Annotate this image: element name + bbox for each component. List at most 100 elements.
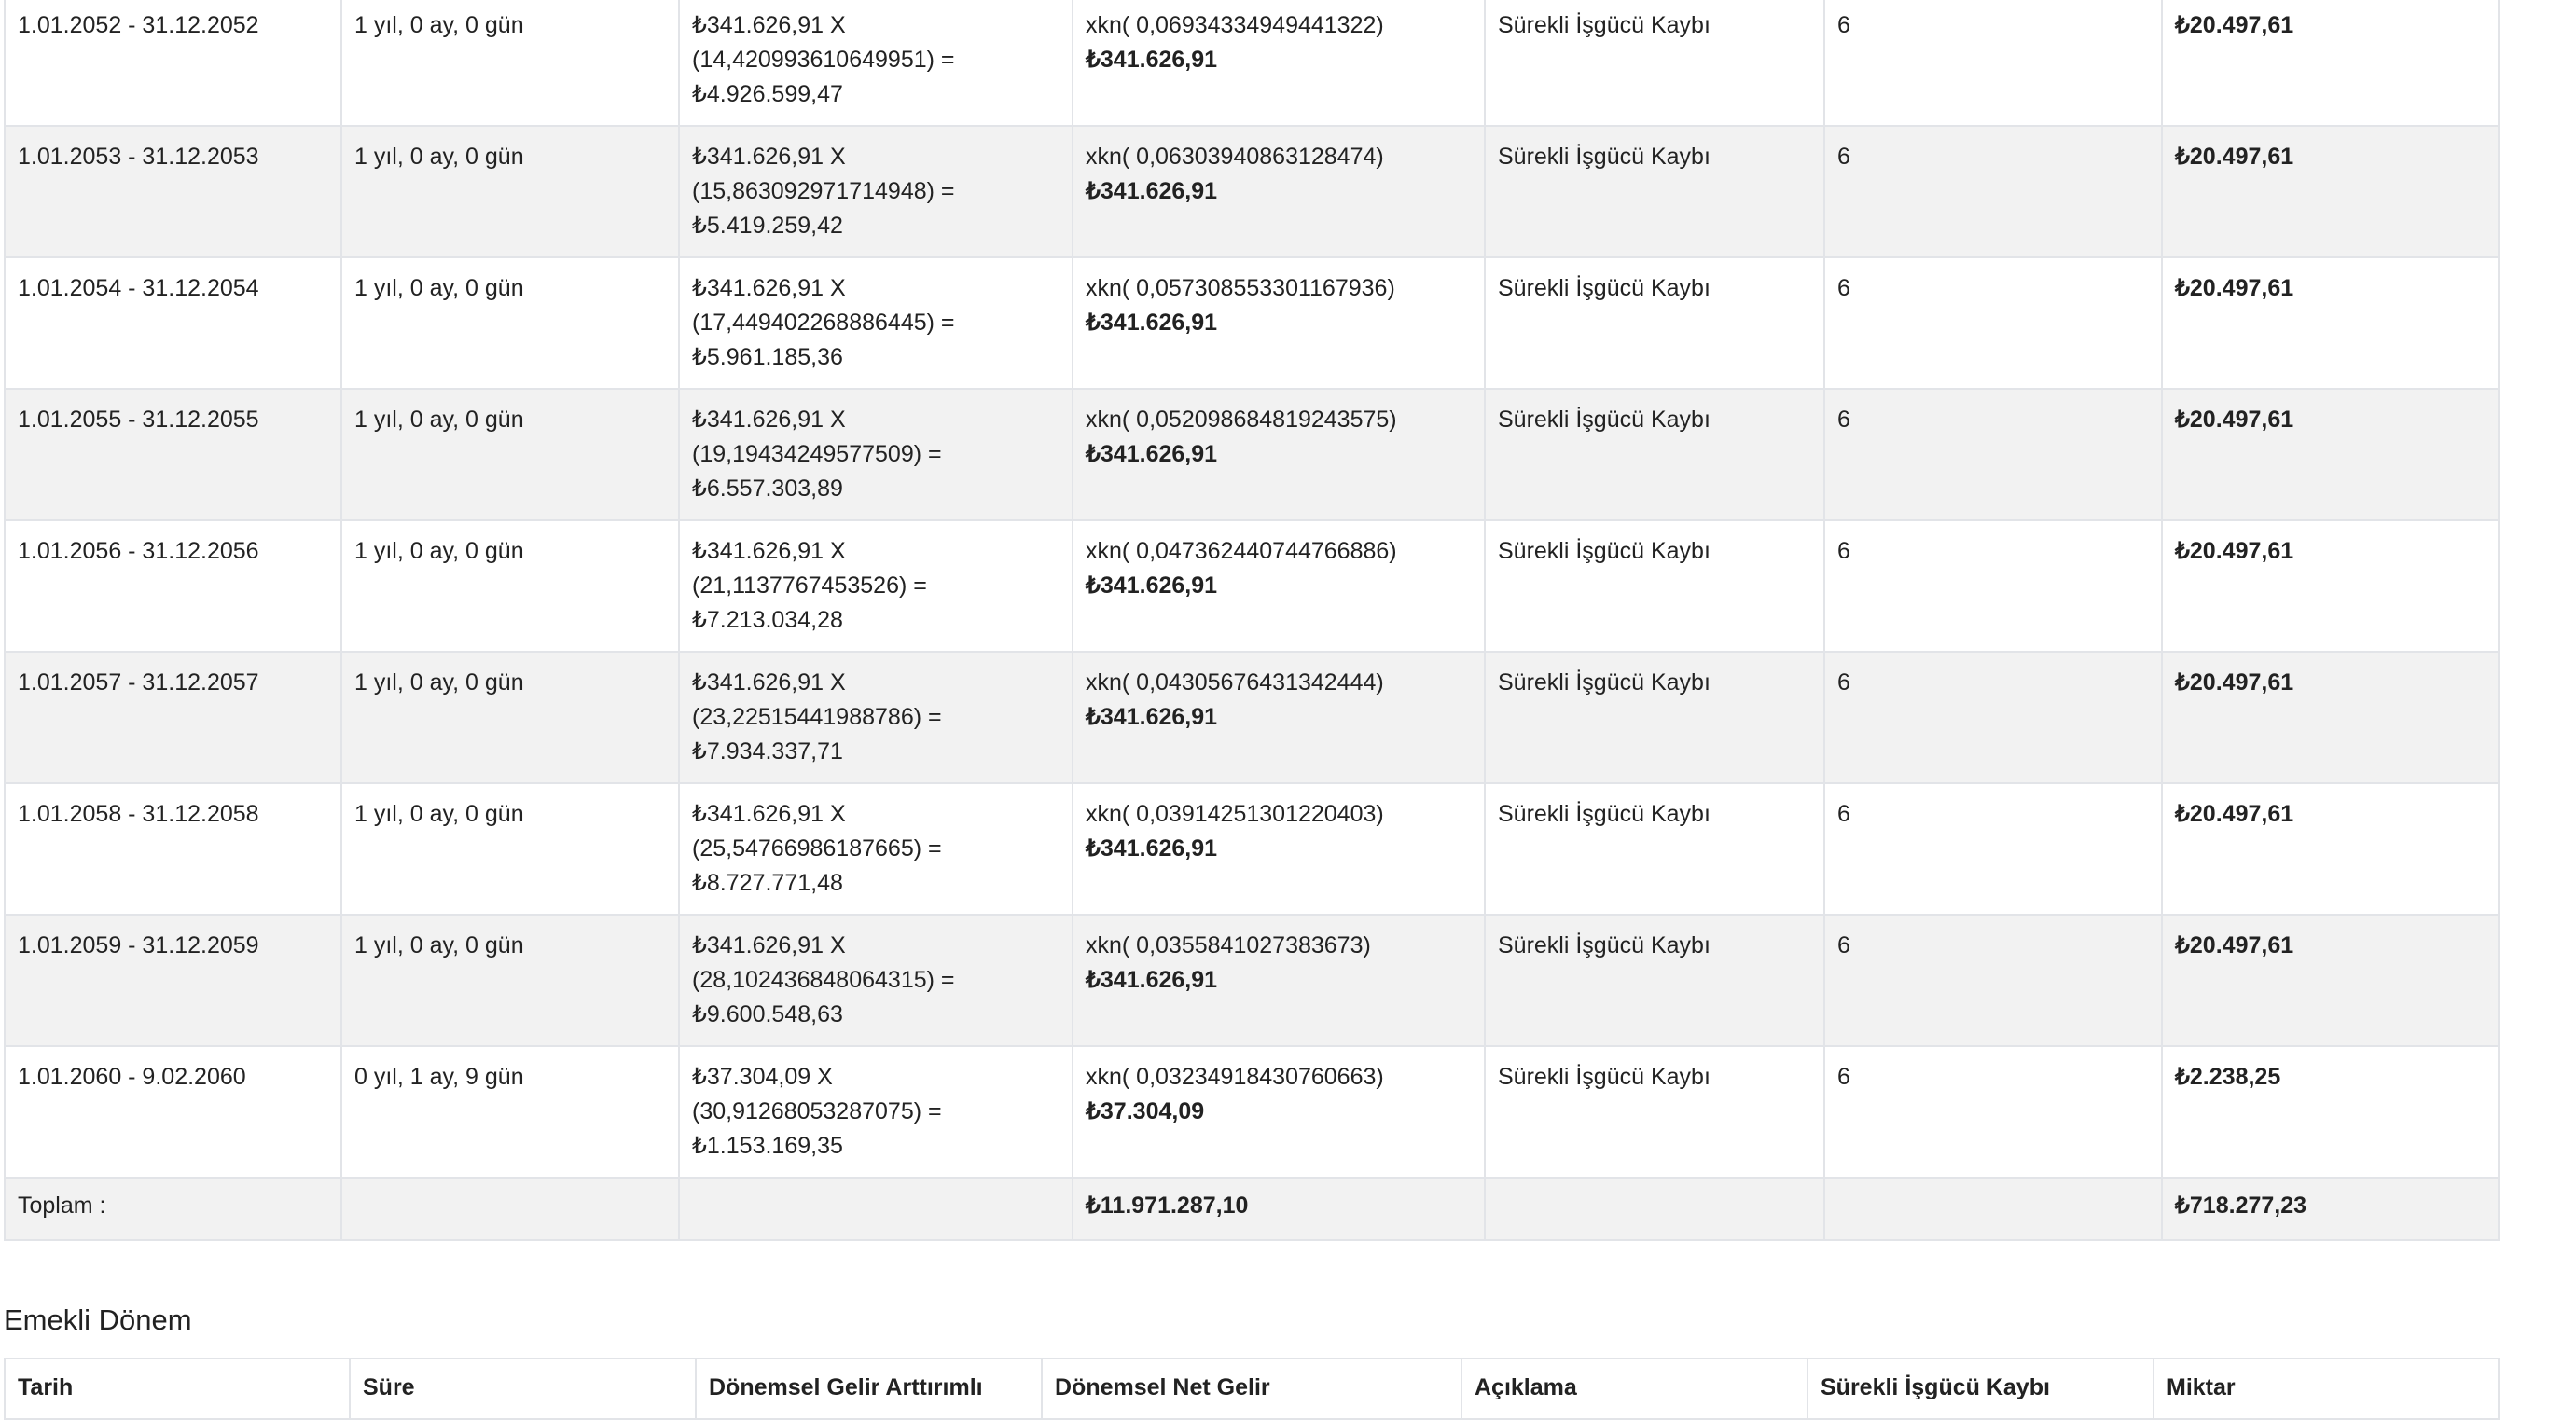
- cell-miktar: ₺20.497,61: [2161, 782, 2500, 916]
- result-amount: ₺8.727.771,48: [692, 870, 843, 896]
- table-row: 1.01.2057 - 31.12.2057 1 yıl, 0 ay, 0 gü…: [4, 651, 2500, 784]
- cell-miktar: ₺20.497,61: [2161, 519, 2500, 653]
- cell-sure: 1 yıl, 0 ay, 0 gün: [340, 914, 680, 1047]
- discount-factor: xkn( 0,0355841027383673): [1086, 932, 1371, 958]
- header-sure: Süre: [349, 1358, 697, 1420]
- net-amount: ₺341.626,91: [1086, 967, 1218, 993]
- cell-gelir-arttirimli: ₺341.626,91 X (14,420993610649951) = ₺4.92…: [678, 0, 1073, 127]
- header-aciklama: Açıklama: [1461, 1358, 1808, 1420]
- cell-miktar: ₺20.497,61: [2161, 256, 2500, 390]
- cell-isgucu-kaybi: 6: [1823, 519, 2163, 653]
- net-amount: ₺341.626,91: [1086, 835, 1218, 862]
- cell-miktar: ₺20.497,61: [2161, 914, 2500, 1047]
- total-net: ₺11.971.287,10: [1072, 1177, 1486, 1241]
- multiplier: (28,102436848064315) =: [692, 967, 955, 993]
- cell-tarih: 1.01.2057 - 31.12.2057: [4, 651, 342, 784]
- result-amount: ₺7.213.034,28: [692, 607, 843, 633]
- cell-isgucu-kaybi: 6: [1823, 914, 2163, 1047]
- table-row: 1.01.2054 - 31.12.2054 1 yıl, 0 ay, 0 gü…: [4, 256, 2500, 390]
- cell-net-gelir: xkn( 0,047362440744766886) ₺341.626,91: [1072, 519, 1486, 653]
- cell-gelir-arttirimli: ₺341.626,91 X (25,54766986187665) = ₺8.727…: [678, 782, 1073, 916]
- net-amount: ₺341.626,91: [1086, 441, 1218, 467]
- multiplier: (17,449402268886445) =: [692, 310, 955, 336]
- total-miktar: ₺718.277,23: [2161, 1177, 2500, 1241]
- multiplier: (14,420993610649951) =: [692, 47, 955, 73]
- net-amount: ₺341.626,91: [1086, 572, 1218, 599]
- cell-isgucu-kaybi: 6: [1823, 388, 2163, 521]
- cell-gelir-arttirimli: ₺341.626,91 X (28,102436848064315) = ₺9.60…: [678, 914, 1073, 1047]
- cell-gelir-arttirimli: ₺37.304,09 X (30,91268053287075) = ₺1.153.…: [678, 1045, 1073, 1179]
- discount-factor: xkn( 0,047362440744766886): [1086, 538, 1397, 564]
- header-miktar: Miktar: [2153, 1358, 2500, 1420]
- cell-sure: 0 yıl, 1 ay, 9 gün: [340, 1045, 680, 1179]
- cell-miktar: ₺20.497,61: [2161, 388, 2500, 521]
- table-header-row: Tarih Süre Dönemsel Gelir Arttırımlı Dön…: [4, 1358, 2500, 1420]
- result-amount: ₺5.419.259,42: [692, 213, 843, 239]
- table-row: 1.01.2058 - 31.12.2058 1 yıl, 0 ay, 0 gü…: [4, 782, 2500, 916]
- cell-net-gelir: xkn( 0,052098684819243575) ₺341.626,91: [1072, 388, 1486, 521]
- multiplier: (25,54766986187665) =: [692, 835, 942, 862]
- cell-sure: 1 yıl, 0 ay, 0 gün: [340, 256, 680, 390]
- discount-factor: xkn( 0,03234918430760663): [1086, 1064, 1384, 1090]
- total-row: Toplam : ₺11.971.287,10 ₺718.277,23: [4, 1177, 2500, 1241]
- cell-tarih: 1.01.2054 - 31.12.2054: [4, 256, 342, 390]
- active-period-table: 1.01.2052 - 31.12.2052 1 yıl, 0 ay, 0 gü…: [4, 0, 2500, 1241]
- cell-gelir-arttirimli: ₺341.626,91 X (17,449402268886445) = ₺5.96…: [678, 256, 1073, 390]
- cell-aciklama: Sürekli İşgücü Kaybı: [1484, 125, 1825, 258]
- cell-net-gelir: xkn( 0,057308553301167936) ₺341.626,91: [1072, 256, 1486, 390]
- base-amount: ₺341.626,91 X: [692, 538, 846, 564]
- header-net-gelir: Dönemsel Net Gelir: [1041, 1358, 1462, 1420]
- cell-aciklama: Sürekli İşgücü Kaybı: [1484, 388, 1825, 521]
- cell-isgucu-kaybi: 6: [1823, 125, 2163, 258]
- retired-period-table: Tarih Süre Dönemsel Gelir Arttırımlı Dön…: [4, 1358, 2500, 1420]
- cell-gelir-arttirimli: ₺341.626,91 X (19,19434249577509) = ₺6.557…: [678, 388, 1073, 521]
- cell-aciklama: Sürekli İşgücü Kaybı: [1484, 651, 1825, 784]
- cell-gelir-arttirimli: ₺341.626,91 X (15,863092971714948) = ₺5.41…: [678, 125, 1073, 258]
- net-amount: ₺341.626,91: [1086, 704, 1218, 730]
- multiplier: (30,91268053287075) =: [692, 1098, 942, 1124]
- multiplier: (21,1137767453526) =: [692, 572, 927, 599]
- net-amount: ₺341.626,91: [1086, 47, 1218, 73]
- cell-net-gelir: xkn( 0,04305676431342444) ₺341.626,91: [1072, 651, 1486, 784]
- cell-isgucu-kaybi: 6: [1823, 651, 2163, 784]
- multiplier: (23,22515441988786) =: [692, 704, 942, 730]
- discount-factor: xkn( 0,04305676431342444): [1086, 669, 1384, 696]
- cell-isgucu-kaybi: 6: [1823, 0, 2163, 127]
- cell-miktar: ₺2.238,25: [2161, 1045, 2500, 1179]
- total-label: Toplam :: [4, 1177, 342, 1241]
- cell-aciklama: Sürekli İşgücü Kaybı: [1484, 256, 1825, 390]
- base-amount: ₺341.626,91 X: [692, 932, 846, 958]
- header-gelir-arttirimli: Dönemsel Gelir Arttırımlı: [695, 1358, 1043, 1420]
- header-isgucu-kaybi: Sürekli İşgücü Kaybı: [1807, 1358, 2154, 1420]
- result-amount: ₺4.926.599,47: [692, 81, 843, 107]
- cell-aciklama: Sürekli İşgücü Kaybı: [1484, 782, 1825, 916]
- discount-factor: xkn( 0,06303940863128474): [1086, 144, 1384, 170]
- multiplier: (15,863092971714948) =: [692, 178, 955, 204]
- cell-aciklama: Sürekli İşgücü Kaybı: [1484, 1045, 1825, 1179]
- base-amount: ₺341.626,91 X: [692, 144, 846, 170]
- cell-tarih: 1.01.2052 - 31.12.2052: [4, 0, 342, 127]
- cell-aciklama: Sürekli İşgücü Kaybı: [1484, 519, 1825, 653]
- base-amount: ₺341.626,91 X: [692, 12, 846, 38]
- net-amount: ₺341.626,91: [1086, 178, 1218, 204]
- table-row: 1.01.2053 - 31.12.2053 1 yıl, 0 ay, 0 gü…: [4, 125, 2500, 258]
- result-amount: ₺1.153.169,35: [692, 1133, 843, 1159]
- result-amount: ₺9.600.548,63: [692, 1001, 843, 1027]
- cell-miktar: ₺20.497,61: [2161, 125, 2500, 258]
- header-tarih: Tarih: [4, 1358, 351, 1420]
- base-amount: ₺341.626,91 X: [692, 801, 846, 827]
- cell-tarih: 1.01.2056 - 31.12.2056: [4, 519, 342, 653]
- base-amount: ₺341.626,91 X: [692, 275, 846, 301]
- result-amount: ₺5.961.185,36: [692, 344, 843, 370]
- cell-net-gelir: xkn( 0,03914251301220403) ₺341.626,91: [1072, 782, 1486, 916]
- cell-tarih: 1.01.2058 - 31.12.2058: [4, 782, 342, 916]
- base-amount: ₺341.626,91 X: [692, 669, 846, 696]
- cell-sure: 1 yıl, 0 ay, 0 gün: [340, 519, 680, 653]
- table-row: 1.01.2055 - 31.12.2055 1 yıl, 0 ay, 0 gü…: [4, 388, 2500, 521]
- base-amount: ₺37.304,09 X: [692, 1064, 833, 1090]
- multiplier: (19,19434249577509) =: [692, 441, 942, 467]
- discount-factor: xkn( 0,057308553301167936): [1086, 275, 1395, 301]
- table-row: 1.01.2052 - 31.12.2052 1 yıl, 0 ay, 0 gü…: [4, 0, 2500, 127]
- cell-net-gelir: xkn( 0,0355841027383673) ₺341.626,91: [1072, 914, 1486, 1047]
- table-row: 1.01.2056 - 31.12.2056 1 yıl, 0 ay, 0 gü…: [4, 519, 2500, 653]
